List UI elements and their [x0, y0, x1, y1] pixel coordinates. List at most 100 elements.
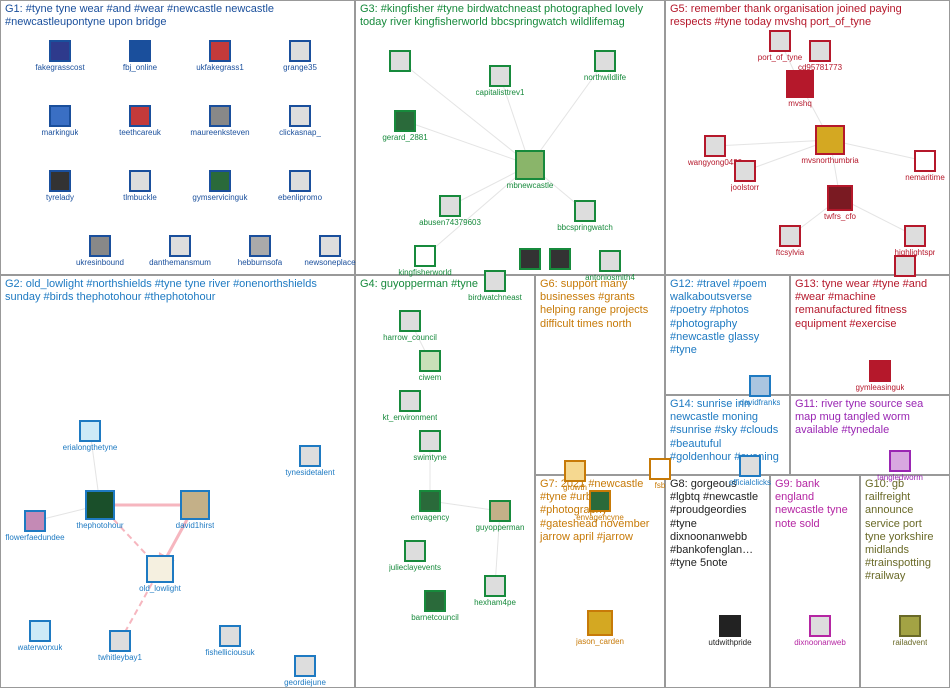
node-joolstorr[interactable]: joolstorr [715, 160, 775, 192]
avatar-icon [89, 235, 111, 257]
node-birdwatchneast[interactable]: birdwatchneast [465, 270, 525, 302]
node-ftcsylvia[interactable]: ftcsylvia [760, 225, 820, 257]
avatar-icon [209, 105, 231, 127]
panel-title: G3: #kingfisher #tyne birdwatchneast pho… [356, 1, 664, 31]
avatar-icon [484, 270, 506, 292]
node-tyrelady[interactable]: tyrelady [30, 170, 90, 202]
node-markinguk[interactable]: markinguk [30, 105, 90, 137]
node-nemaritime[interactable]: nemaritime [895, 150, 950, 182]
node-tynesidetalent[interactable]: tynesidetalent [280, 445, 340, 477]
node-abusen74379603[interactable]: abusen74379603 [420, 195, 480, 227]
node-fishelliciousuk[interactable]: fishelliciousuk [200, 625, 260, 657]
avatar-icon [29, 620, 51, 642]
avatar-icon [809, 40, 831, 62]
node-tlmbuckle[interactable]: tlmbuckle [110, 170, 170, 202]
node-kt_environment[interactable]: kt_environment [380, 390, 440, 422]
node-envagency[interactable]: envagency [400, 490, 460, 522]
node-geordiejune[interactable]: geordiejune [275, 655, 335, 687]
node-fsb1[interactable]: fsb [630, 458, 690, 490]
node-mbnewcastle[interactable]: mbnewcastle [500, 150, 560, 190]
node-label: fakegrasscost [35, 63, 84, 72]
node-dixnoonanweb[interactable]: dixnoonanweb [790, 615, 850, 647]
node-utdwithpride[interactable]: utdwithpride [700, 615, 760, 647]
node-ukresinbound[interactable]: ukresinbound [70, 235, 130, 267]
node-tangledworm[interactable]: tangledworm [870, 450, 930, 482]
node-label: swimtyne [413, 453, 446, 462]
avatar-icon [319, 235, 341, 257]
node-erialongthetyne[interactable]: erialongthetyne [60, 420, 120, 452]
node-gymservicinguk[interactable]: gymservicinguk [190, 170, 250, 202]
node-maureenksteven[interactable]: maureenksteven [190, 105, 250, 137]
panel-title: G2: old_lowlight #northshields #tyne tyn… [1, 276, 354, 306]
node-label: julieclayevents [389, 563, 441, 572]
panel-title: G9: bank england newcastle tyne note sol… [771, 476, 859, 533]
node-highlightspr[interactable]: highlightspr [885, 225, 945, 257]
node-gerard_2881[interactable]: gerard_2881 [375, 110, 435, 142]
node-julieclayevents[interactable]: julieclayevents [385, 540, 445, 572]
avatar-icon [289, 40, 311, 62]
node-twfrs_cfo[interactable]: twfrs_cfo [810, 185, 870, 221]
avatar-icon [294, 655, 316, 677]
node-capitaltrev1[interactable]: capitalisttrev1 [470, 65, 530, 97]
avatar-icon [719, 615, 741, 637]
avatar-icon [209, 40, 231, 62]
node-ukfakegrass1[interactable]: ukfakegrass1 [190, 40, 250, 72]
panel-g8: G8: gorgeous #lgbtq #newcastle #proudgeo… [665, 475, 770, 688]
node-label: fishelliciousuk [205, 648, 254, 657]
node-label: danthemansmum [149, 258, 211, 267]
node-thephotohour[interactable]: thephotohour [70, 490, 130, 530]
avatar-icon [169, 235, 191, 257]
avatar-icon [894, 255, 916, 277]
node-label: northwildlife [584, 73, 626, 82]
node-label: railadvent [893, 638, 928, 647]
node-cd95781773[interactable]: cd95781773 [790, 40, 850, 72]
node-bbcspringwatch[interactable]: bbcspringwatch [555, 200, 615, 232]
node-waterworxuk[interactable]: waterworxuk [10, 620, 70, 652]
avatar-icon [549, 248, 571, 270]
node-ebenlipromo[interactable]: ebenlipromo [270, 170, 330, 202]
node-envagencyne[interactable]: envagencyne [570, 490, 630, 522]
avatar-icon [419, 430, 441, 452]
node-label: antoniosmith4 [585, 273, 635, 282]
node-seacadets[interactable] [875, 255, 935, 277]
node-label: erialongthetyne [63, 443, 118, 452]
node-swimtyne[interactable]: swimtyne [400, 430, 460, 462]
node-newsoneplace[interactable]: newsoneplace [300, 235, 360, 267]
node-teethcareuk[interactable]: teethcareuk [110, 105, 170, 137]
avatar-icon [249, 235, 271, 257]
node-gymleasinguk[interactable]: gymleasinguk [850, 360, 910, 392]
node-hexham4pe[interactable]: hexham4pe [465, 575, 525, 607]
node-railadvent[interactable]: railadvent [880, 615, 940, 647]
node-mvsnorthumbria[interactable]: mvsnorthumbria [800, 125, 860, 165]
node-wildlifemag[interactable] [370, 50, 430, 72]
node-northwildlife[interactable]: northwildlife [575, 50, 635, 82]
node-fakegrasscost[interactable]: fakegrasscost [30, 40, 90, 72]
node-clickasnap_[interactable]: clickasnap_ [270, 105, 330, 137]
node-label: gymservicinguk [192, 193, 247, 202]
panel-g6: G6: support many businesses #grants help… [535, 275, 665, 475]
node-harrow_council[interactable]: harrow_council [380, 310, 440, 342]
node-davidfranks[interactable]: davidfranks [730, 375, 790, 407]
node-jason_carden[interactable]: jason_carden [570, 610, 630, 646]
node-barnetcouncil[interactable]: barnetcouncil [405, 590, 465, 622]
node-twhitleybay1[interactable]: twhitleybay1 [90, 630, 150, 662]
avatar-icon [49, 40, 71, 62]
node-othernode2[interactable] [530, 248, 590, 270]
node-hebburnsofa[interactable]: hebburnsofa [230, 235, 290, 267]
node-label: tlmbuckle [123, 193, 157, 202]
node-fbj_online[interactable]: fbj_online [110, 40, 170, 72]
node-kingfisherworld[interactable]: kingfisherworld [395, 245, 455, 277]
node-mvshq[interactable]: mvshq [770, 70, 830, 108]
node-david1hirst[interactable]: david1hirst [165, 490, 225, 530]
node-guyopperman[interactable]: guyopperman [470, 500, 530, 532]
node-ciwem[interactable]: ciwem [400, 350, 460, 382]
node-officialclicks[interactable]: officialclicks [720, 455, 780, 487]
node-label: gerard_2881 [382, 133, 427, 142]
node-grange35[interactable]: grange35 [270, 40, 330, 72]
node-growth1[interactable]: growth [545, 460, 605, 492]
node-flowerfaedundee[interactable]: flowerfaedundee [5, 510, 65, 542]
node-old_lowlight[interactable]: old_lowlight [130, 555, 190, 593]
node-label: growth [563, 483, 587, 492]
node-danthemansmum[interactable]: danthemansmum [150, 235, 210, 267]
node-label: capitalisttrev1 [476, 88, 525, 97]
